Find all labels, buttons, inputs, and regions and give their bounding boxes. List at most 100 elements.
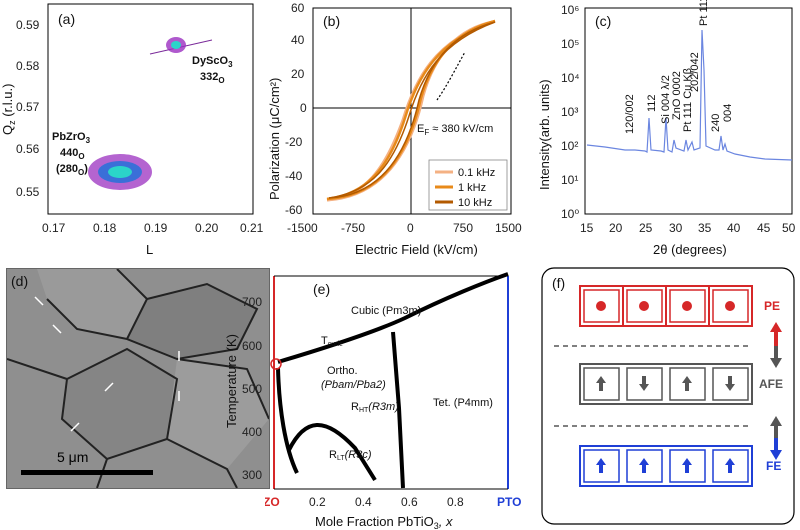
panel-e-yaxis: Temperature (K) 300 400 500 600 700 [224, 295, 262, 482]
x-tick: 0.6 [401, 495, 418, 509]
cubic-label: Cubic (Pm3m) [351, 305, 421, 317]
peak-label: 004 [722, 104, 734, 122]
x-tick: 1500 [495, 221, 522, 235]
x-tick: 45 [757, 221, 771, 235]
x-tick: -750 [341, 221, 365, 235]
x-tick: 20 [609, 221, 623, 235]
x-tick: 25 [639, 221, 653, 235]
x-tick: 0.19 [144, 221, 168, 235]
panel-c-xlabel: 2θ (degrees) [653, 242, 727, 257]
x-tick: 15 [580, 221, 594, 235]
panel-a-rsm: (a) 0.17 0.18 0.19 0.20 0.21 0.55 0.56 0… [0, 3, 264, 257]
panel-a-ylabel: Qz (r.l.u.) [0, 84, 17, 135]
y-tick: 10⁶ [561, 3, 579, 17]
y-tick: 20 [291, 67, 305, 81]
y-tick: 0.59 [16, 18, 40, 32]
xrd-peak-labels: 120/002 112 Si 004 λ/2 ZnO 0002 Pt 111 C… [624, 0, 734, 134]
y-tick: 60 [291, 1, 305, 15]
legend-item: 10 kHz [458, 197, 492, 209]
panel-b-ylabel: Polarization (μC/cm²) [267, 78, 282, 200]
panel-d-micrograph: (d) 5 μm [6, 268, 270, 489]
tcurie-label: Tcurie [321, 335, 343, 348]
ef-tangent [436, 51, 466, 101]
y-tick: 0.55 [16, 185, 40, 199]
fe-row [579, 445, 753, 487]
y-tick: 600 [242, 339, 262, 353]
x-tick: 50 [782, 221, 796, 235]
rht-label: RHT(R3m) [351, 401, 399, 414]
dyscO3-hkl: 332O [200, 71, 225, 85]
y-tick: 0 [300, 101, 307, 115]
tet-label: Tet. (P4mm) [433, 397, 493, 409]
pbzrO3-label: PbZrO3 [52, 131, 91, 145]
x-tick-pzo: PZO [265, 495, 280, 509]
x-tick: -1500 [287, 221, 318, 235]
peak-label: 120/002 [624, 94, 636, 134]
ortho-sg: (Pbam/Pba2) [321, 379, 386, 391]
x-tick: 35 [698, 221, 712, 235]
y-tick: 10¹ [561, 173, 578, 187]
y-tick: 10² [561, 139, 578, 153]
dyscO3-label: DyScO3 [192, 55, 233, 69]
peak-label: Si 004 λ/2 [660, 75, 672, 124]
y-tick: 500 [242, 382, 262, 396]
phase-boundaries [276, 272, 509, 489]
panel-e-ylabel: Temperature (K) [224, 334, 239, 428]
pzo-point [270, 358, 282, 370]
panel-c-label: (c) [595, 13, 611, 29]
y-tick: 40 [291, 33, 305, 47]
y-tick: -60 [285, 203, 303, 217]
panel-a-label: (a) [58, 11, 75, 27]
panel-c-frame [584, 7, 793, 215]
peak-label: ZnO 0002 [671, 71, 683, 120]
x-tick: 0.2 [309, 495, 326, 509]
panel-c-ylabel: Intensity(arb. units) [537, 79, 552, 190]
panel-e-phase-diagram: (e) PZO 0.2 0.4 0.6 0.8 PTO Mole Fractio… [265, 272, 521, 530]
y-tick: 10³ [561, 105, 578, 119]
fe-label: FE [766, 459, 781, 473]
panel-a-xticks: 0.17 0.18 0.19 0.20 0.21 [42, 221, 264, 235]
pe-row [579, 285, 753, 327]
afe-row [579, 363, 753, 405]
x-tick: 0 [407, 221, 414, 235]
afe-label: AFE [759, 377, 783, 391]
x-tick: 0.20 [195, 221, 219, 235]
y-tick: 0.56 [16, 142, 40, 156]
panel-b-pe-loop: (b) 60 40 20 0 -20 -40 -60 -1500 -750 0 … [267, 1, 522, 257]
panel-b-legend: 0.1 kHz 1 kHz 10 kHz [428, 159, 508, 211]
afe-fe-arrow [770, 416, 782, 460]
x-tick: 40 [727, 221, 741, 235]
panel-b-xlabel: Electric Field (kV/cm) [355, 242, 478, 257]
pbzrO3-hkl: 440O [60, 147, 85, 161]
x-tick: 0.18 [93, 221, 117, 235]
x-tick: 0.8 [447, 495, 464, 509]
y-tick: 700 [242, 295, 262, 309]
panel-c-xticks: 15 20 25 30 35 40 45 50 [580, 221, 796, 235]
pe-loops [326, 19, 496, 202]
peak-label: 112 [646, 94, 658, 112]
panel-c-yticks: 10⁰ 10¹ 10² 10³ 10⁴ 10⁵ 10⁶ [561, 3, 580, 221]
panel-d-label: (d) [11, 273, 29, 289]
panel-a-frame [47, 3, 254, 215]
x-tick: 0.21 [240, 221, 264, 235]
legend-item: 0.1 kHz [458, 167, 495, 179]
panel-e-label: (e) [313, 281, 330, 297]
y-tick: 0.58 [16, 59, 40, 73]
y-tick: -40 [285, 169, 303, 183]
y-tick: 10⁴ [561, 71, 580, 85]
panel-f-schematic: (f) PE AFE [541, 267, 795, 525]
peak-label: 240 [710, 114, 722, 132]
peak-label: Pt 111 [698, 0, 710, 26]
rlt-label: RLT(R3c) [329, 449, 372, 462]
scale-bar-label: 5 μm [57, 449, 89, 465]
x-tick: 0.4 [355, 495, 372, 509]
x-tick: 0.17 [42, 221, 66, 235]
panel-a-xlabel: L [146, 242, 153, 257]
panel-e-xticks: PZO 0.2 0.4 0.6 0.8 PTO [265, 495, 521, 509]
peak-label: Pt 111 Cu Kβ [682, 68, 694, 132]
y-tick: 300 [242, 468, 262, 482]
y-tick: 400 [242, 425, 262, 439]
x-tick: 750 [453, 221, 473, 235]
scale-bar [21, 470, 153, 475]
xrd-pattern [586, 29, 793, 161]
